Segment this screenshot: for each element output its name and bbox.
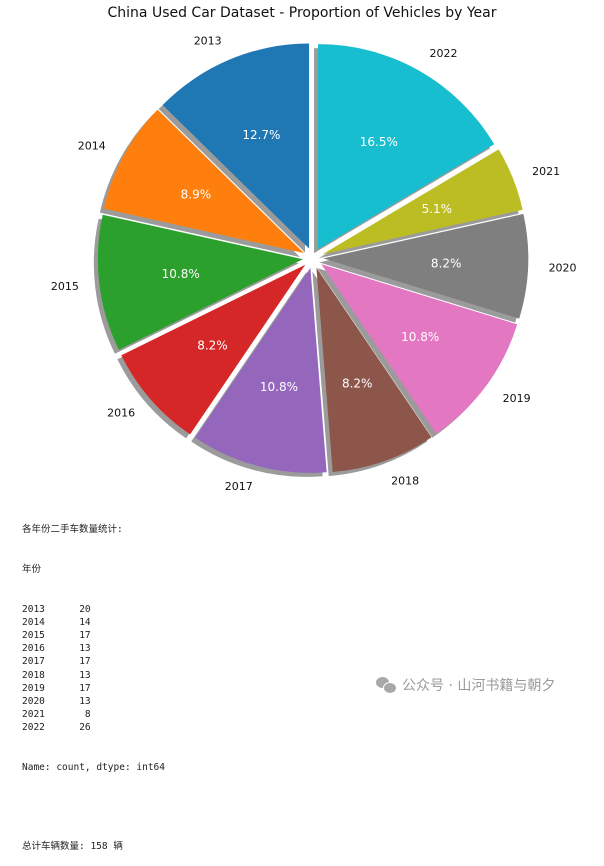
- percent-label: 8.2%: [431, 256, 462, 270]
- category-label: 2020: [549, 261, 577, 274]
- output-row: 2015 17: [22, 630, 91, 642]
- pie-chart: 12.7% 2013 8.9% 2014 10.8% 2015 8.2% 2016 10.8% 2…: [51, 35, 577, 493]
- output-row: 2017 17: [22, 656, 91, 668]
- output-row: 2016 13: [22, 643, 91, 655]
- output-row: 2019 17: [22, 682, 91, 694]
- percent-label: 8.2%: [197, 338, 228, 352]
- category-label: 2015: [51, 280, 79, 293]
- pie-wedge-2020: [323, 213, 529, 319]
- percent-label: 10.8%: [162, 267, 200, 281]
- chart-title: China Used Car Dataset - Proportion of V…: [107, 5, 497, 21]
- output-dtype: Name: count, dtype: int64: [22, 762, 165, 774]
- pie-wedge-2015: [97, 214, 303, 350]
- percent-label: 10.8%: [401, 330, 439, 344]
- output-rows: 2013 20 2014 14 2015 17 2016 13 2017 17 2018 …: [22, 603, 165, 735]
- pie-wedge-2017: [195, 267, 327, 473]
- category-label: 2013: [194, 35, 222, 48]
- console-output: 各年份二手车数量统计: 年份 2013 20 2014 14 2015 17 2016…: [22, 497, 165, 866]
- category-label: 2017: [225, 480, 253, 493]
- pie-wedge-2013: [162, 43, 310, 249]
- pie-wedge-2014: [103, 109, 304, 254]
- percent-label: 12.7%: [242, 128, 280, 142]
- pie-wedge-2021: [322, 149, 523, 255]
- output-row: 2021 8: [22, 709, 91, 721]
- percent-label: 16.5%: [360, 135, 398, 149]
- output-total: 总计车辆数量: 158 辆: [22, 841, 123, 853]
- pie-wedge-2016: [121, 264, 306, 435]
- category-label: 2021: [532, 165, 560, 178]
- category-label: 2022: [430, 47, 458, 60]
- pie-wedge-2022: [318, 44, 495, 250]
- output-row: 2020 13: [22, 696, 91, 708]
- category-label: 2018: [391, 474, 419, 487]
- percent-label: 8.9%: [181, 187, 212, 201]
- output-heading: 各年份二手车数量统计:: [22, 524, 123, 536]
- category-label: 2014: [78, 140, 106, 153]
- category-label: 2019: [503, 392, 531, 405]
- output-row: 2013 20: [22, 603, 91, 615]
- watermark-text: 公众号 · 山河书籍与朝夕: [402, 678, 556, 694]
- output-index-name: 年份: [22, 564, 42, 576]
- wechat-icon: [376, 677, 397, 694]
- output-row: 2018 13: [22, 669, 91, 681]
- watermark: 公众号 · 山河书籍与朝夕: [376, 675, 555, 695]
- output-row: 2014 14: [22, 616, 91, 628]
- pie-wedge-2019: [321, 264, 518, 434]
- pie-wedge-2018: [316, 267, 432, 473]
- percent-label: 5.1%: [422, 202, 453, 216]
- category-label: 2016: [107, 407, 135, 420]
- output-row: 2022 26: [22, 722, 91, 734]
- percent-label: 8.2%: [342, 377, 373, 391]
- percent-label: 10.8%: [260, 380, 298, 394]
